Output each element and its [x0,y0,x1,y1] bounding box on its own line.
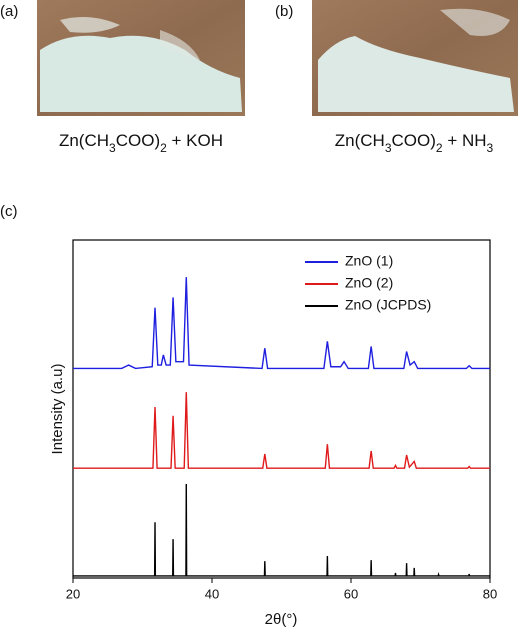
plot-frame [72,239,491,579]
caption-part: Zn(CH [59,131,109,150]
legend-label: ZnO (2) [345,275,393,291]
caption: Zn(CH3COO)2 + NH3 [335,131,494,155]
panel-label: (c) [0,203,18,220]
x-axis-title: 2θ(°) [265,611,298,628]
caption-part: 3 [109,141,116,155]
caption-part: 2 [160,141,167,155]
x-tick-label: 40 [205,586,219,601]
x-tick-label: 20 [66,586,80,601]
photo-a [37,0,245,116]
series-line [73,392,490,469]
caption-part: 3 [487,141,494,155]
panel-label: (b) [275,3,293,20]
series-line [73,484,490,577]
x-tick-label: 80 [483,586,497,601]
panel-label: (a) [0,3,18,20]
caption-part: 2 [436,141,443,155]
caption-part: COO) [116,131,160,150]
photo-b [312,0,518,116]
legend-label: ZnO (1) [345,253,393,269]
legend-label: ZnO (JCPDS) [345,297,431,313]
caption-part: COO) [392,131,436,150]
caption-part: 3 [385,141,392,155]
caption: Zn(CH3COO)2 + KOH [59,131,223,155]
caption-part: + KOH [167,131,223,150]
x-tick-label: 60 [344,586,358,601]
y-axis-title: Intensity (a.u) [49,364,66,455]
series-line [73,277,490,370]
caption-part: + NH [443,131,487,150]
caption-part: Zn(CH [335,131,385,150]
